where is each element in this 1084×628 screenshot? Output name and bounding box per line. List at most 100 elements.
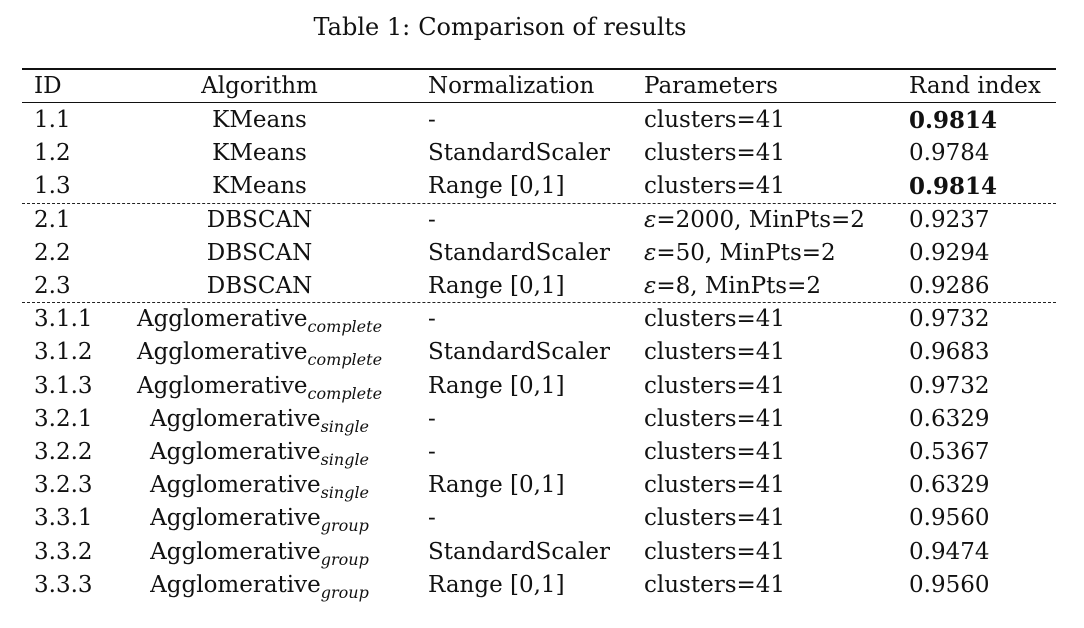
table-row: 3.3.2 Agglomerativegroup StandardScaler clu…: [22, 536, 1056, 569]
parameters-text: clusters=41: [644, 405, 786, 432]
cell-algorithm: Agglomerativesingle: [112, 403, 407, 437]
cell-algorithm: Agglomerativesingle: [112, 436, 407, 470]
algorithm-subscript: group: [320, 582, 369, 602]
cell-rand-index: 0.9814: [909, 107, 998, 134]
cell-id: 3.3.1: [34, 505, 93, 532]
cell-rand-index: 0.6329: [909, 405, 990, 432]
algorithm-name: Agglomerative: [150, 505, 321, 532]
table-row: 3.1.1 Agglomerativecomplete - clusters=41 0.…: [22, 303, 1056, 336]
cell-id: 3.2.3: [34, 472, 93, 499]
parameters-text: =2000, MinPts=2: [656, 206, 865, 233]
header-algorithm: Algorithm: [201, 73, 318, 99]
cell-algorithm: Agglomerativecomplete: [112, 303, 407, 337]
header-parameters: Parameters: [644, 73, 778, 99]
cell-normalization: StandardScaler: [428, 339, 610, 366]
parameters-text: clusters=41: [644, 140, 786, 167]
epsilon-symbol: ε: [644, 239, 657, 266]
cell-normalization: -: [428, 107, 436, 133]
cell-parameters: clusters=41: [644, 370, 785, 403]
cell-algorithm: DBSCAN: [112, 237, 407, 270]
parameters-text: clusters=41: [644, 439, 786, 465]
cell-parameters: ε=2000, MinPts=2: [644, 204, 865, 237]
table-caption-text: Comparison of results: [418, 13, 687, 41]
cell-rand-index: 0.9237: [909, 206, 990, 233]
cell-parameters: clusters=41: [644, 403, 785, 436]
parameters-text: clusters=41: [644, 339, 786, 366]
parameters-text: =8, MinPts=2: [656, 273, 822, 299]
cell-id: 1.3: [34, 173, 71, 200]
algorithm-name: DBSCAN: [206, 273, 313, 299]
header-rand-index: Rand index: [909, 73, 1041, 99]
parameters-text: =50, MinPts=2: [656, 239, 836, 266]
cell-id: 2.3: [34, 273, 71, 299]
algorithm-name: KMeans: [212, 107, 307, 133]
cell-rand-index: 0.9560: [909, 505, 990, 532]
cell-id: 2.2: [34, 239, 71, 266]
cell-normalization: Range [0,1]: [428, 472, 565, 499]
algorithm-subscript: complete: [307, 383, 383, 403]
cell-algorithm: Agglomerativegroup: [112, 536, 407, 570]
cell-algorithm: DBSCAN: [112, 270, 407, 303]
table-caption-label: Table 1:: [313, 13, 411, 41]
cell-rand-index: 0.9784: [909, 140, 990, 167]
cell-id: 3.1.3: [34, 372, 93, 399]
table-row: 2.1 DBSCAN - ε=2000, MinPts=2 0.9237: [22, 204, 1056, 237]
cell-algorithm: Agglomerativecomplete: [112, 370, 407, 404]
algorithm-name: Agglomerative: [150, 571, 321, 598]
algorithm-name: DBSCAN: [206, 239, 313, 266]
cell-parameters: clusters=41: [644, 170, 785, 203]
table-row: 3.2.3 Agglomerativesingle Range [0,1] clust…: [22, 469, 1056, 502]
cell-id: 3.2.1: [34, 405, 93, 432]
algorithm-subscript: complete: [307, 317, 383, 337]
table-top-rule: [22, 68, 1056, 70]
algorithm-name: DBSCAN: [206, 206, 313, 233]
cell-algorithm: KMeans: [112, 137, 407, 170]
cell-parameters: ε=50, MinPts=2: [644, 237, 836, 270]
algorithm-name: KMeans: [212, 173, 307, 200]
cell-parameters: clusters=41: [644, 137, 785, 170]
cell-normalization: -: [428, 206, 436, 233]
cell-rand-index: 0.5367: [909, 439, 990, 465]
cell-id: 2.1: [34, 206, 71, 233]
cell-parameters: ε=8, MinPts=2: [644, 270, 821, 303]
algorithm-subscript: single: [320, 416, 370, 436]
cell-rand-index: 0.9732: [909, 372, 990, 399]
table-header-row: ID Algorithm Normalization Parameters Ra…: [22, 70, 1056, 103]
cell-normalization: -: [428, 439, 436, 465]
cell-id: 1.2: [34, 140, 71, 167]
cell-algorithm: DBSCAN: [112, 204, 407, 237]
cell-rand-index: 0.9732: [909, 306, 990, 333]
cell-parameters: clusters=41: [644, 303, 785, 336]
table-row: 2.2 DBSCAN StandardScaler ε=50, MinPts=2 0.9…: [22, 237, 1056, 270]
group-separator: [22, 302, 1056, 304]
algorithm-name: Agglomerative: [149, 472, 321, 499]
parameters-text: clusters=41: [644, 372, 786, 399]
cell-algorithm: Agglomerativesingle: [112, 469, 407, 503]
cell-normalization: StandardScaler: [428, 239, 610, 266]
algorithm-name: Agglomerative: [136, 306, 308, 333]
table-row: 3.1.2 Agglomerativecomplete StandardScaler…: [22, 336, 1056, 369]
parameters-text: clusters=41: [644, 538, 786, 565]
epsilon-symbol: ε: [644, 206, 657, 233]
parameters-text: clusters=41: [644, 505, 786, 532]
table-row: 1.2 KMeans StandardScaler clusters=41 0.9784: [22, 137, 1056, 170]
cell-parameters: clusters=41: [644, 536, 785, 569]
table-caption: Table 1: Comparison of results: [0, 12, 1000, 42]
cell-algorithm: Agglomerativegroup: [112, 569, 407, 603]
cell-normalization: Range [0,1]: [428, 571, 565, 598]
algorithm-name: KMeans: [212, 140, 307, 167]
algorithm-subscript: single: [320, 450, 370, 469]
cell-rand-index: 0.9474: [909, 538, 990, 565]
cell-rand-index: 0.9294: [909, 239, 990, 266]
parameters-text: clusters=41: [644, 107, 786, 133]
cell-normalization: Range [0,1]: [428, 372, 565, 399]
cell-parameters: clusters=41: [644, 436, 785, 469]
cell-normalization: -: [428, 306, 436, 333]
algorithm-name: Agglomerative: [149, 439, 321, 465]
table-row: 1.3 KMeans Range [0,1] clusters=41 0.9814: [22, 170, 1056, 203]
parameters-text: clusters=41: [644, 306, 786, 333]
algorithm-name: Agglomerative: [150, 538, 321, 565]
cell-id: 3.3.3: [34, 571, 93, 598]
algorithm-subscript: complete: [307, 350, 383, 370]
cell-parameters: clusters=41: [644, 336, 785, 369]
